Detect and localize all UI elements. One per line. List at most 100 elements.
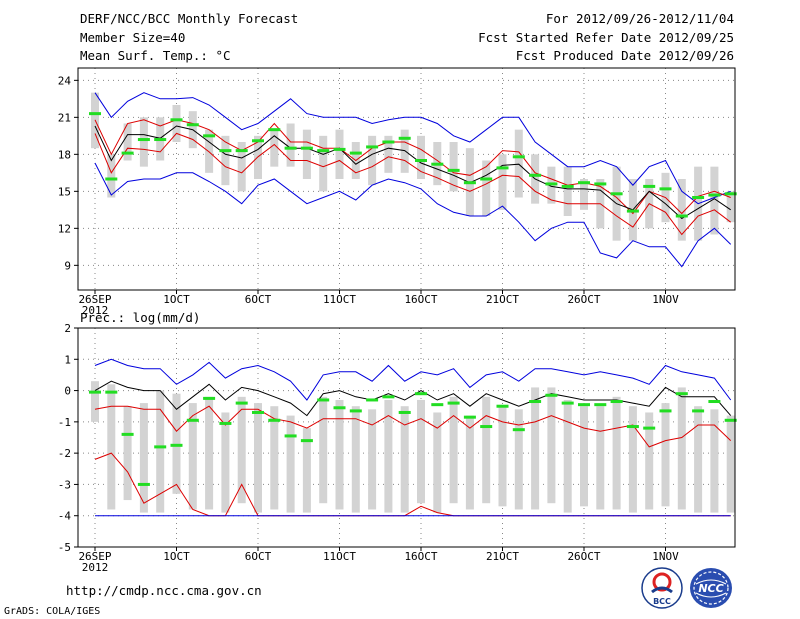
x-tick-year-label: 2012 [82, 304, 109, 317]
y-tick-label: -2 [58, 447, 71, 460]
produced-date: Fcst Produced Date 2012/09/26 [515, 48, 734, 63]
obs-marker [708, 400, 721, 404]
obs-marker [594, 403, 607, 407]
bcc-logo-text: BCC [653, 597, 671, 606]
ensemble-box [368, 409, 377, 510]
obs-marker [252, 139, 264, 143]
y-tick-label: 24 [58, 74, 72, 87]
ensemble-box [319, 396, 328, 504]
ensemble-box [710, 409, 719, 513]
obs-marker [480, 425, 493, 429]
ensemble-box [270, 129, 279, 167]
obs-marker [154, 445, 167, 449]
ensemble-box [286, 415, 295, 513]
x-tick-label: 21OCT [486, 293, 519, 306]
series-mean-line [94, 380, 732, 417]
obs-marker [496, 166, 509, 170]
obs-marker [300, 439, 313, 443]
obs-marker [578, 403, 590, 407]
ensemble-box [384, 135, 393, 173]
x-tick-label: 11OCT [323, 550, 356, 563]
obs-marker [675, 214, 688, 218]
obs-marker [317, 149, 330, 153]
ensemble-box [449, 396, 458, 504]
ensemble-box [400, 406, 409, 513]
obs-marker [186, 418, 199, 422]
ensemble-box [319, 135, 328, 192]
series-p75-line [94, 405, 732, 448]
obs-marker [626, 209, 639, 213]
precip-label: Prec.: log(mm/d) [80, 310, 201, 325]
obs-marker [512, 428, 525, 432]
obs-marker [724, 192, 737, 196]
ensemble-box [514, 129, 523, 198]
grads-credit: GrADS: COLA/IGES [4, 606, 101, 617]
obs-marker [382, 395, 395, 399]
y-tick-label: 18 [58, 148, 71, 161]
member-size: Member Size=40 [80, 30, 186, 45]
ensemble-box [254, 403, 262, 513]
ensemble-box [514, 409, 523, 510]
obs-marker [545, 393, 558, 397]
x-tick-label: 1OCT [163, 293, 190, 306]
series-mean-line [94, 125, 731, 220]
x-tick-year-label: 2012 [82, 561, 109, 574]
obs-marker [447, 168, 460, 172]
y-tick-label: -3 [58, 478, 71, 491]
obs-marker [333, 406, 346, 410]
obs-marker [203, 396, 216, 400]
obs-marker [186, 123, 199, 127]
x-tick-label: 6OCT [245, 550, 272, 563]
ensemble-box [205, 396, 214, 510]
ensemble-box [449, 142, 458, 192]
obs-marker [529, 400, 542, 404]
ensemble-box [237, 396, 246, 504]
ensemble-box [531, 387, 540, 510]
chart-title: DERF/NCC/BCC Monthly Forecast [80, 11, 299, 26]
obs-marker [675, 392, 688, 396]
obs-marker [121, 432, 134, 436]
obs-marker [366, 145, 379, 149]
y-tick-label: 15 [58, 185, 71, 198]
ensemble-box [661, 403, 670, 507]
ensemble-box [368, 135, 377, 186]
ensemble-box [172, 105, 181, 142]
obs-marker [398, 410, 411, 414]
obs-marker [284, 146, 297, 150]
ensemble-box [91, 381, 99, 422]
obs-marker [431, 403, 444, 407]
ensemble-box [400, 129, 409, 173]
obs-marker [561, 184, 574, 188]
obs-marker [610, 400, 623, 404]
series-max-line [94, 358, 732, 401]
ncc-logo-text: NCC [698, 582, 723, 595]
source-url[interactable]: http://cmdp.ncc.cma.gov.cn [66, 583, 262, 598]
ensemble-box [563, 166, 572, 216]
x-tick-label: 16OCT [404, 293, 437, 306]
ensemble-box [172, 393, 181, 494]
obs-marker [561, 401, 574, 405]
obs-marker [366, 398, 379, 402]
y-tick-label: 12 [58, 222, 71, 235]
series-p25-line [94, 132, 732, 236]
forecast-range: For 2012/09/26-2012/11/04 [545, 11, 734, 26]
ensemble-box [580, 179, 588, 210]
obs-marker [692, 409, 705, 413]
ensemble-box [547, 387, 556, 504]
ensemble-box [726, 415, 735, 513]
obs-marker [89, 390, 101, 394]
obs-marker [512, 155, 525, 159]
ensemble-box [726, 191, 735, 223]
ensemble-box [107, 154, 116, 198]
variable-label: Mean Surf. Temp.: °C [80, 48, 231, 63]
ensemble-box [188, 403, 197, 510]
x-tick-label: 1NOV [652, 550, 679, 563]
ensemble-box [302, 129, 311, 179]
obs-marker [235, 149, 248, 153]
ensemble-box [563, 399, 572, 513]
obs-marker [463, 181, 476, 185]
ensemble-box [580, 406, 588, 507]
obs-marker [643, 426, 656, 430]
